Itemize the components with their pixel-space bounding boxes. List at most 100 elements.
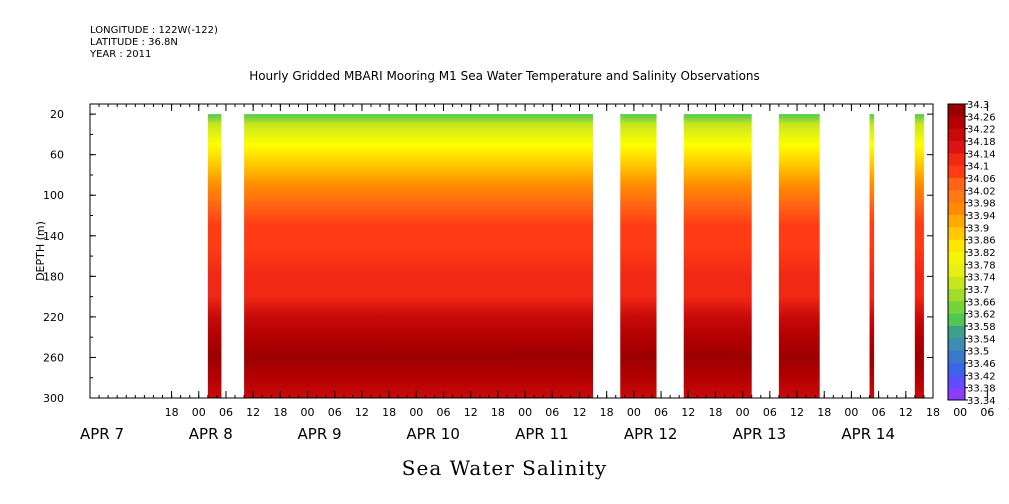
y-tick-label: 220 [43,311,64,324]
x-tick-label: 18 [382,406,396,419]
x-tick-label: 18 [491,406,505,419]
colorbar-label: 33.74 [967,273,996,284]
colorbar-swatch [948,350,965,364]
colorbar-label: 34.02 [967,186,996,197]
longitude-label: LONGITUDE : 122W(-122) [90,25,218,36]
data-segments [207,114,924,398]
x-tick-label: 00 [736,406,750,419]
x-date-label: APR 8 [189,425,233,443]
colorbar-label: 33.98 [967,199,996,210]
colorbar-swatch [948,116,965,130]
colorbar-swatch [948,301,965,315]
colorbar-label: 34.26 [967,112,996,123]
x-tick-label: 18 [600,406,614,419]
data-segment-1 [244,114,594,398]
x-tick-label: 00 [953,406,967,419]
colorbar-label: 34.1 [967,162,989,173]
colorbar-swatch [948,104,965,117]
colorbar-swatch [948,153,965,167]
y-tick-label: 180 [43,270,64,283]
x-tick-label: 06 [545,406,559,419]
x-tick-label: 00 [409,406,423,419]
colorbar-swatch [948,239,965,253]
x-tick-label: 00 [301,406,315,419]
x-tick-label: 00 [627,406,641,419]
colorbar-swatch [948,165,965,179]
x-date-label: APR 9 [298,425,342,443]
colorbar-swatch [948,276,965,290]
chart-title: Hourly Gridded MBARI Mooring M1 Sea Wate… [249,69,760,83]
colorbar-label: 33.38 [967,384,996,395]
x-tick-label: 06 [219,406,233,419]
colorbar-label: 33.46 [967,359,996,370]
x-tick-label: 12 [246,406,260,419]
colorbar-swatch [948,375,965,389]
data-segment-3 [683,114,752,398]
x-tick-label: 00 [518,406,532,419]
x-tick-label: 06 [872,406,886,419]
data-segment-5 [869,114,875,398]
y-tick-label: 60 [50,149,64,162]
salinity-heatmap-chart: 18 00 06 12 18 00 06 12 18 00 06 12 18 00 06 12 18 00 06 12… [34,100,1009,443]
x-tick-label: 06 [763,406,777,419]
colorbar-swatch [948,326,965,339]
x-tick-label: 06 [980,406,994,419]
colorbar-label: 34.3 [967,100,989,111]
x-date-label: APR 10 [406,425,460,443]
colorbar-swatch [948,128,965,142]
data-segment-0 [207,114,222,398]
x-tick-label: 18 [926,406,940,419]
colorbar-label: 34.22 [967,125,996,136]
x-tick-label: 12 [355,406,369,419]
colorbar-label: 33.34 [967,396,996,407]
colorbar-swatch [948,363,965,376]
y-tick-label: 100 [43,189,64,202]
colorbar-label: 34.14 [967,149,996,160]
latitude-label: LATITUDE : 36.8N [90,37,178,48]
colorbar-swatch [948,215,965,228]
year-label: YEAR : 2011 [90,49,152,60]
data-segment-6 [914,114,924,398]
colorbar-label: 33.54 [967,334,996,345]
x-tick-label: 12 [790,406,804,419]
colorbar-swatch [948,202,965,216]
x-tick-label: 06 [437,406,451,419]
y-tick-label: 260 [43,351,64,364]
x-tick-label: 18 [817,406,831,419]
colorbar-label: 34.06 [967,174,996,185]
data-segment-4 [778,114,820,398]
colorbar-label: 33.86 [967,236,996,247]
colorbar-label: 33.62 [967,310,996,321]
colorbar-label: 33.78 [967,260,996,271]
y-tick-label: 300 [43,392,64,405]
colorbar-label: 33.82 [967,248,996,259]
x-tick-label: 06 [654,406,668,419]
x-tick-label: 12 [681,406,695,419]
colorbar-swatch [948,190,965,204]
y-tick-label: 20 [50,108,64,121]
colorbar-swatch [948,313,965,327]
colorbar-label: 33.94 [967,211,996,222]
x-tick-label: 12 [572,406,586,419]
x-date-label: APR 14 [841,425,895,443]
x-date-label: APR 7 [80,425,124,443]
colorbar-swatch [948,338,965,352]
colorbar-label: 33.9 [967,223,989,234]
colorbar-swatch [948,178,965,191]
colorbar-swatch [948,289,965,302]
colorbar-label: 33.42 [967,371,996,382]
variable-label: Sea Water Salinity [401,456,608,480]
colorbar-label: 33.5 [967,347,989,358]
colorbar-swatch [948,264,965,278]
x-date-label: APR 12 [624,425,678,443]
colorbar-label: 33.66 [967,297,996,308]
colorbar-label: 33.58 [967,322,996,333]
axes: 18 00 06 12 18 00 06 12 18 00 06 12 18 00 06 12 18 00 06 12… [34,103,1009,443]
x-tick-label: 12 [464,406,478,419]
x-tick-label: 12 [899,406,913,419]
x-date-label: APR 13 [733,425,787,443]
y-tick-label: 140 [43,230,64,243]
colorbar-swatch [948,227,965,241]
x-tick-label: 18 [273,406,287,419]
